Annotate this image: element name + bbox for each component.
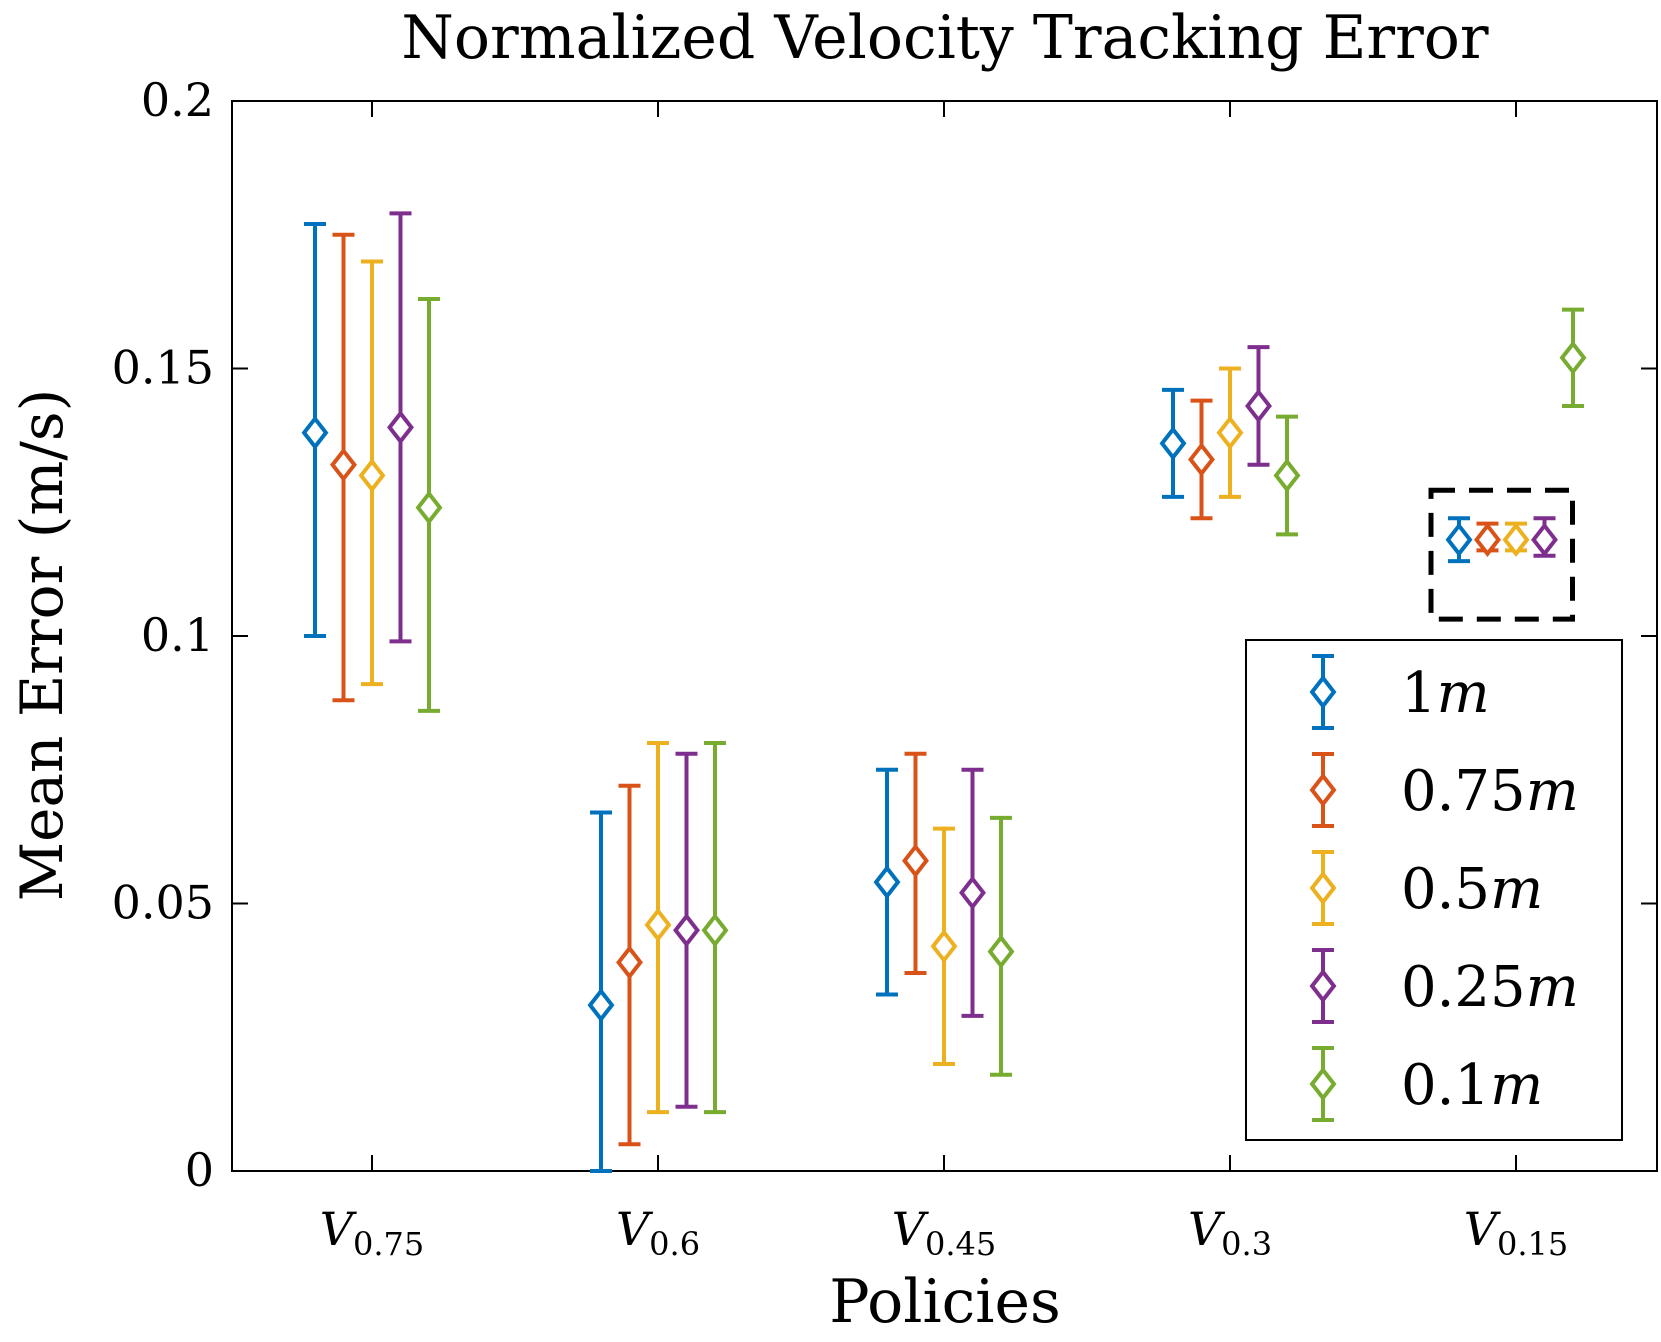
x-axis-label: Policies: [829, 1267, 1061, 1337]
y-tick-label: 0: [185, 1143, 214, 1197]
data-point: [616, 945, 643, 980]
data-point: [330, 447, 357, 483]
y-tick-label: 0.1: [141, 608, 214, 662]
data-point: [1273, 458, 1301, 493]
data-point: [587, 987, 615, 1023]
data-point: [873, 864, 901, 900]
legend-label: 0.5m: [1401, 857, 1543, 922]
series-0.75m: [330, 232, 1501, 1147]
data-point: [644, 907, 672, 943]
x-tick-label: V0.3: [1188, 1202, 1272, 1263]
legend-label: 0.75m: [1401, 759, 1579, 824]
legend-label: 1m: [1401, 661, 1490, 726]
legend-marker: [1309, 1066, 1337, 1102]
data-point: [415, 490, 443, 525]
highlight-box: [1428, 487, 1575, 622]
data-point: [1188, 442, 1215, 477]
data-point: [387, 410, 414, 445]
y-tick-label: 0.05: [112, 876, 214, 930]
series-0.25m: [387, 211, 1558, 1109]
data-point: [673, 912, 700, 948]
data-point: [1502, 522, 1530, 557]
series-0.5m: [358, 259, 1530, 1115]
x-tick-label: V0.6: [616, 1202, 700, 1263]
y-axis-label: Mean Error (m/s): [8, 389, 76, 902]
data-point: [1445, 522, 1473, 557]
data-point: [1159, 426, 1187, 461]
data-point: [701, 912, 729, 948]
legend-frame: [1245, 639, 1623, 1141]
y-tick-label: 0.15: [112, 341, 214, 395]
chart-title: Normalized Velocity Tracking Error: [401, 3, 1488, 73]
data-point: [959, 875, 986, 911]
series-1m: [301, 222, 1473, 1173]
legend-label: 0.25m: [1401, 955, 1579, 1020]
data-point: [1559, 340, 1587, 376]
data-point: [1245, 388, 1272, 424]
data-point: [1531, 522, 1558, 557]
data-point: [987, 934, 1015, 969]
legend-marker: [1309, 870, 1337, 906]
data-point: [358, 458, 386, 493]
x-tick-label: V0.45: [892, 1202, 996, 1263]
legend-marker: [1309, 968, 1337, 1004]
data-point: [1474, 522, 1501, 557]
x-tick-label: V0.15: [1464, 1202, 1568, 1263]
data-point: [301, 415, 329, 450]
legend-marker: [1309, 674, 1337, 710]
legend: 1m 0.75m 0.5m 0.25m 0.1m: [1245, 639, 1623, 1141]
data-point: [902, 843, 929, 878]
x-tick-label: V0.75: [320, 1202, 424, 1263]
legend-label: 0.1m: [1401, 1053, 1543, 1118]
data-point: [930, 929, 958, 964]
data-point: [1216, 415, 1244, 450]
series-0.1m: [415, 296, 1587, 1115]
y-tick-label: 0.2: [141, 73, 214, 127]
plot-area: 0 0.05 0.1 0.15 0.2 V0.75 V0.6 V0.45 V0.3 V0.15: [112, 73, 1658, 1263]
legend-marker: [1309, 772, 1337, 808]
